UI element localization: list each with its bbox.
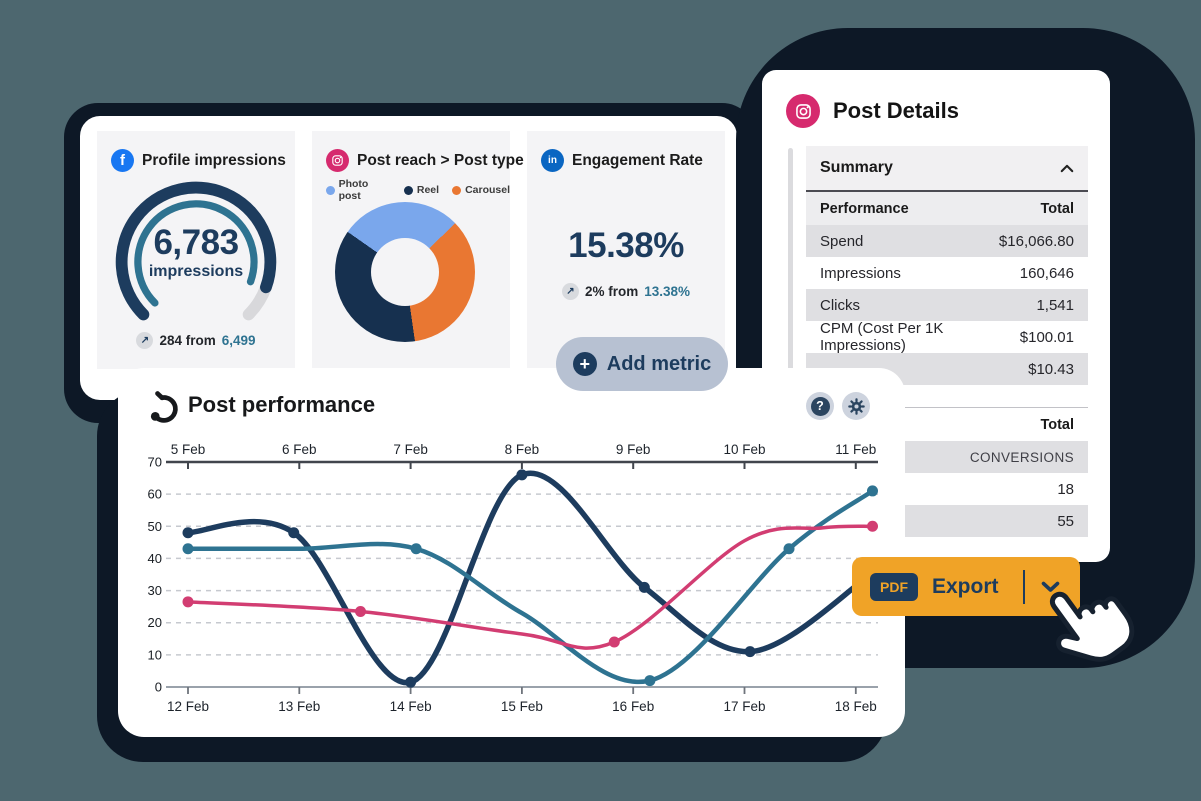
- impressions-value: 6,783: [153, 223, 239, 262]
- engagement-delta: ↗ 2% from 13.38%: [527, 283, 725, 300]
- svg-text:14 Feb: 14 Feb: [390, 699, 432, 714]
- instagram-icon: [786, 94, 820, 128]
- svg-text:10: 10: [148, 647, 162, 662]
- post-details-title: Post Details: [833, 98, 959, 123]
- table-row-cpm: CPM (Cost Per 1K Impressions) $100.01: [806, 320, 1088, 354]
- post-performance-card: Post performance ? 0 10 20 30 40 50 60 70 5: [118, 368, 905, 737]
- post-performance-line-chart: 0 10 20 30 40 50 60 70 5 Feb 12 Feb 6 Feb 13 Feb 7 F…: [148, 442, 878, 714]
- svg-text:40: 40: [148, 551, 162, 566]
- linkedin-icon: in: [541, 149, 564, 172]
- table-row-impressions: Impressions 160,646: [806, 257, 1088, 289]
- legend-dot-carousel: [452, 185, 462, 195]
- table-header-row: Performance Total: [806, 192, 1088, 225]
- svg-text:7 Feb: 7 Feb: [393, 442, 428, 457]
- impressions-unit: impressions: [148, 263, 244, 280]
- svg-text:17 Feb: 17 Feb: [723, 699, 765, 714]
- donut-legend: Photo post Reel Carousel: [326, 178, 510, 202]
- svg-text:6 Feb: 6 Feb: [282, 442, 317, 457]
- svg-text:15 Feb: 15 Feb: [501, 699, 543, 714]
- svg-text:13 Feb: 13 Feb: [278, 699, 320, 714]
- legend-dot-reel: [403, 185, 413, 195]
- svg-text:50: 50: [148, 519, 162, 534]
- trend-up-icon: ↗: [136, 332, 154, 349]
- impressions-gauge: [115, 181, 277, 321]
- gear-icon: [847, 397, 865, 415]
- chevron-down-icon[interactable]: [1041, 581, 1060, 593]
- add-metric-button[interactable]: + Add metric: [556, 337, 728, 391]
- card-title: Post reach > Post type: [357, 151, 524, 169]
- svg-text:16 Feb: 16 Feb: [612, 699, 654, 714]
- settings-button[interactable]: [842, 392, 870, 420]
- card-post-reach: Post reach > Post type Photo post Reel C…: [312, 131, 524, 369]
- summary-section-header[interactable]: Summary: [806, 146, 1088, 192]
- scrollbar[interactable]: [788, 148, 793, 448]
- pdf-format-badge: PDF: [870, 572, 918, 601]
- svg-text:10 Feb: 10 Feb: [723, 442, 765, 457]
- table-row-spend: Spend $16,066.80: [806, 225, 1088, 257]
- card-profile-impressions: f Profile impressions 6,783 impressions …: [97, 131, 295, 369]
- plus-icon: +: [572, 352, 597, 376]
- engagement-rate-value: 15.38%: [568, 226, 684, 265]
- svg-text:9 Feb: 9 Feb: [616, 442, 651, 457]
- instagram-icon: [326, 149, 349, 172]
- legend-dot-photo-post: [326, 185, 335, 195]
- svg-text:30: 30: [148, 583, 162, 598]
- card-engagement-rate: in Engagement Rate 15.38% ↗ 2% from 13.3…: [527, 131, 725, 369]
- performance-gauge-icon: [150, 391, 178, 423]
- export-button[interactable]: PDF Export: [852, 557, 1080, 616]
- help-button[interactable]: ?: [806, 392, 834, 420]
- post-type-donut-chart: [335, 202, 475, 342]
- button-divider: [1023, 569, 1025, 604]
- svg-text:70: 70: [148, 455, 162, 470]
- metrics-panel: f Profile impressions 6,783 impressions …: [80, 116, 737, 400]
- svg-text:60: 60: [148, 487, 162, 502]
- svg-text:8 Feb: 8 Feb: [505, 442, 540, 457]
- post-performance-title: Post performance: [188, 392, 376, 417]
- svg-text:18 Feb: 18 Feb: [835, 699, 877, 714]
- svg-text:11 Feb: 11 Feb: [835, 442, 876, 457]
- donut-hole: [371, 238, 439, 306]
- impressions-delta: ↗ 284 from 6,499: [97, 332, 295, 349]
- question-mark-icon: ?: [810, 396, 830, 416]
- svg-text:0: 0: [155, 680, 162, 695]
- facebook-icon: f: [111, 149, 134, 172]
- trend-up-icon: ↗: [561, 283, 579, 300]
- card-title: Profile impressions: [142, 151, 286, 169]
- card-title: Engagement Rate: [572, 151, 703, 169]
- table-row-clicks: Clicks 1,541: [806, 289, 1088, 321]
- chevron-up-icon: [1060, 164, 1074, 172]
- svg-text:5 Feb: 5 Feb: [171, 442, 206, 457]
- svg-text:20: 20: [148, 615, 162, 630]
- svg-text:12 Feb: 12 Feb: [167, 699, 209, 714]
